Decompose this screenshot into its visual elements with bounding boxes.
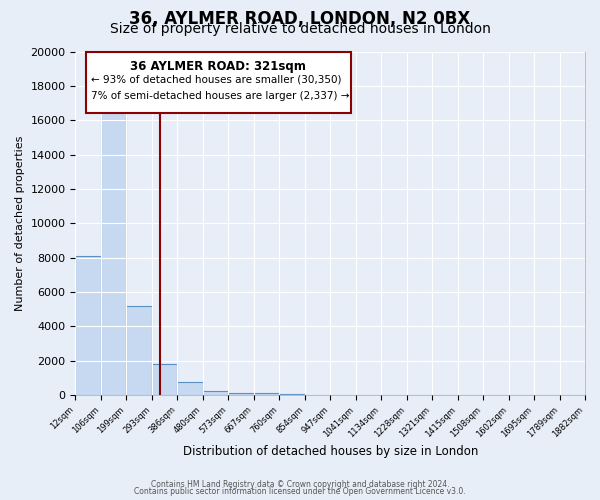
Text: ← 93% of detached houses are smaller (30,350): ← 93% of detached houses are smaller (30… <box>91 75 341 85</box>
Bar <box>203 391 228 395</box>
Text: Size of property relative to detached houses in London: Size of property relative to detached ho… <box>110 22 490 36</box>
Text: 36 AYLMER ROAD: 321sqm: 36 AYLMER ROAD: 321sqm <box>130 60 306 73</box>
Bar <box>127 306 152 395</box>
Bar <box>228 392 254 395</box>
Bar <box>101 112 127 395</box>
Bar <box>279 394 305 395</box>
Bar <box>178 382 203 395</box>
Bar <box>76 256 101 395</box>
Bar <box>254 394 279 395</box>
Y-axis label: Number of detached properties: Number of detached properties <box>15 136 25 311</box>
Bar <box>152 364 178 395</box>
Text: 7% of semi-detached houses are larger (2,337) →: 7% of semi-detached houses are larger (2… <box>91 91 349 101</box>
X-axis label: Distribution of detached houses by size in London: Distribution of detached houses by size … <box>182 444 478 458</box>
FancyBboxPatch shape <box>86 52 350 114</box>
Text: 36, AYLMER ROAD, LONDON, N2 0BX: 36, AYLMER ROAD, LONDON, N2 0BX <box>130 10 470 28</box>
Text: Contains HM Land Registry data © Crown copyright and database right 2024.: Contains HM Land Registry data © Crown c… <box>151 480 449 489</box>
Text: Contains public sector information licensed under the Open Government Licence v3: Contains public sector information licen… <box>134 487 466 496</box>
